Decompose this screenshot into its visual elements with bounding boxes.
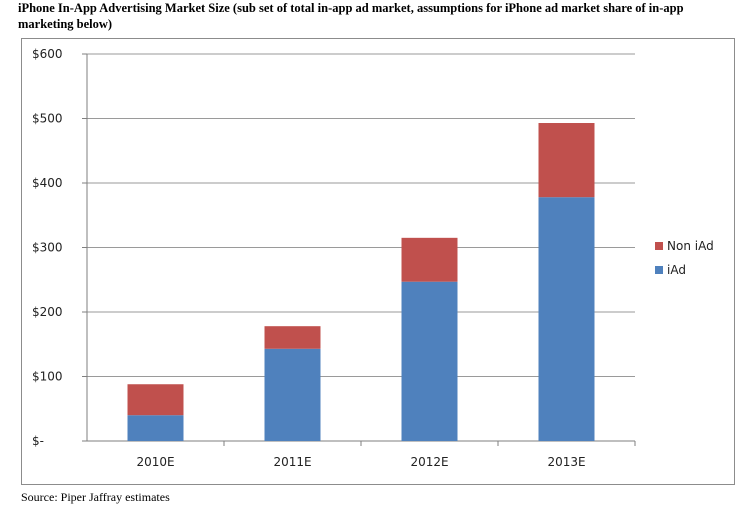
y-tick-label: $200 xyxy=(32,305,63,319)
source-note: Source: Piper Jaffray estimates xyxy=(21,490,170,504)
legend-swatch xyxy=(655,242,663,250)
legend-label: Non iAd xyxy=(667,239,714,253)
bar-non-iad-2012e xyxy=(401,237,458,282)
x-tick-label: 2011E xyxy=(273,455,311,469)
y-tick-label: $600 xyxy=(32,47,63,61)
y-tick-label: $100 xyxy=(32,370,63,384)
bar-iad-2013e xyxy=(538,197,595,441)
bar-iad-2011e xyxy=(264,348,321,441)
bar-iad-2010e xyxy=(127,415,184,441)
bar-non-iad-2011e xyxy=(264,326,321,349)
y-tick-label: $500 xyxy=(32,112,63,126)
y-tick-label: $- xyxy=(32,434,44,448)
y-tick-label: $400 xyxy=(32,176,63,190)
chart-title: iPhone In-App Advertising Market Size (s… xyxy=(18,1,684,31)
x-tick-label: 2010E xyxy=(136,455,174,469)
x-tick-label: 2013E xyxy=(547,455,585,469)
legend-label: iAd xyxy=(667,263,686,277)
y-tick-label: $300 xyxy=(32,241,63,255)
bar-iad-2012e xyxy=(401,281,458,441)
x-tick-label: 2012E xyxy=(410,455,448,469)
bar-non-iad-2013e xyxy=(538,123,595,198)
legend-swatch xyxy=(655,266,663,274)
bar-non-iad-2010e xyxy=(127,384,184,416)
